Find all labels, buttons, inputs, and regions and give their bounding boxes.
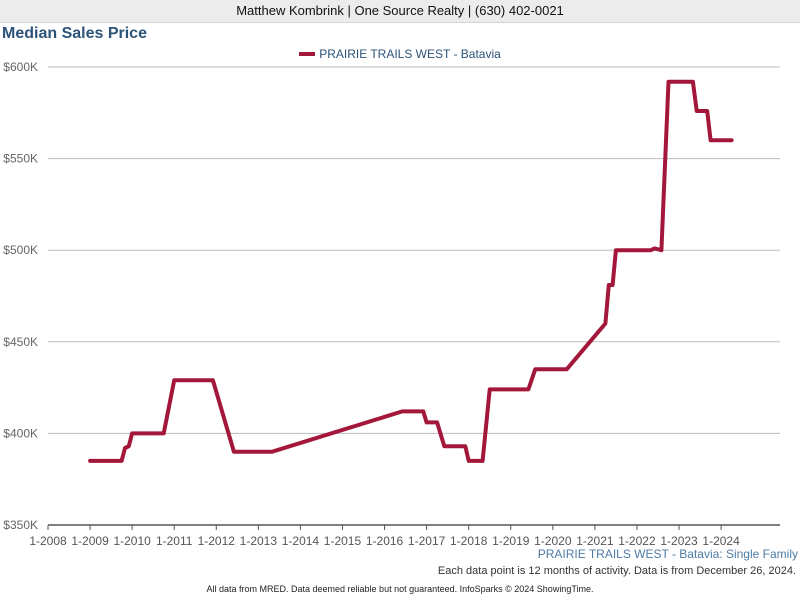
x-tick-label: 1-2009 [71,534,109,548]
x-tick-label: 1-2018 [450,534,488,548]
x-tick-label: 1-2022 [618,534,656,548]
legend-label[interactable]: PRAIRIE TRAILS WEST - Batavia [319,47,501,61]
header-bar: Matthew Kombrink | One Source Realty | (… [0,0,800,23]
x-tick-label: 1-2008 [29,534,67,548]
y-tick-label: $350K [3,518,38,532]
x-axis: 1-2008 1-2009 1-2010 1-2011 1-2012 1-2013 1-20… [29,524,780,548]
x-tick-label: 1-2017 [408,534,446,548]
y-tick-label: $450K [3,335,38,349]
x-tick-label: 1-2021 [576,534,614,548]
y-tick-label: $500K [3,243,38,257]
footer-disclaimer: All data from MRED. Data deemed reliable… [206,584,594,594]
grid-lines [48,66,780,434]
x-tick-label: 1-2013 [240,534,278,548]
y-axis-ticks: $350K $400K $450K $500K $550K $600K [3,60,38,532]
x-tick-label: 1-2015 [324,534,362,548]
x-tick-label: 1-2019 [492,534,530,548]
series-line-prairie-trails-west[interactable] [88,79,734,463]
x-tick-label: 1-2012 [198,534,236,548]
x-tick-label: 1-2023 [660,534,698,548]
series-group [88,79,734,463]
x-tick-label: 1-2016 [366,534,404,548]
y-tick-label: $400K [3,426,38,440]
header-text: Matthew Kombrink | One Source Realty | (… [236,3,564,18]
x-tick-label: 1-2014 [282,534,320,548]
x-tick-label: 1-2024 [702,534,740,548]
legend: PRAIRIE TRAILS WEST - Batavia [0,46,800,62]
y-tick-label: $600K [3,60,38,74]
page-title: Median Sales Price [2,25,147,42]
chart-subtitle: PRAIRIE TRAILS WEST - Batavia: Single Fa… [537,547,798,561]
data-note: Each data point is 12 months of activity… [437,565,796,577]
x-tick-label: 1-2020 [534,534,572,548]
y-tick-label: $550K [3,152,38,166]
x-tick-label: 1-2011 [156,534,193,548]
legend-swatch [299,51,316,56]
x-tick-label: 1-2010 [113,534,151,548]
